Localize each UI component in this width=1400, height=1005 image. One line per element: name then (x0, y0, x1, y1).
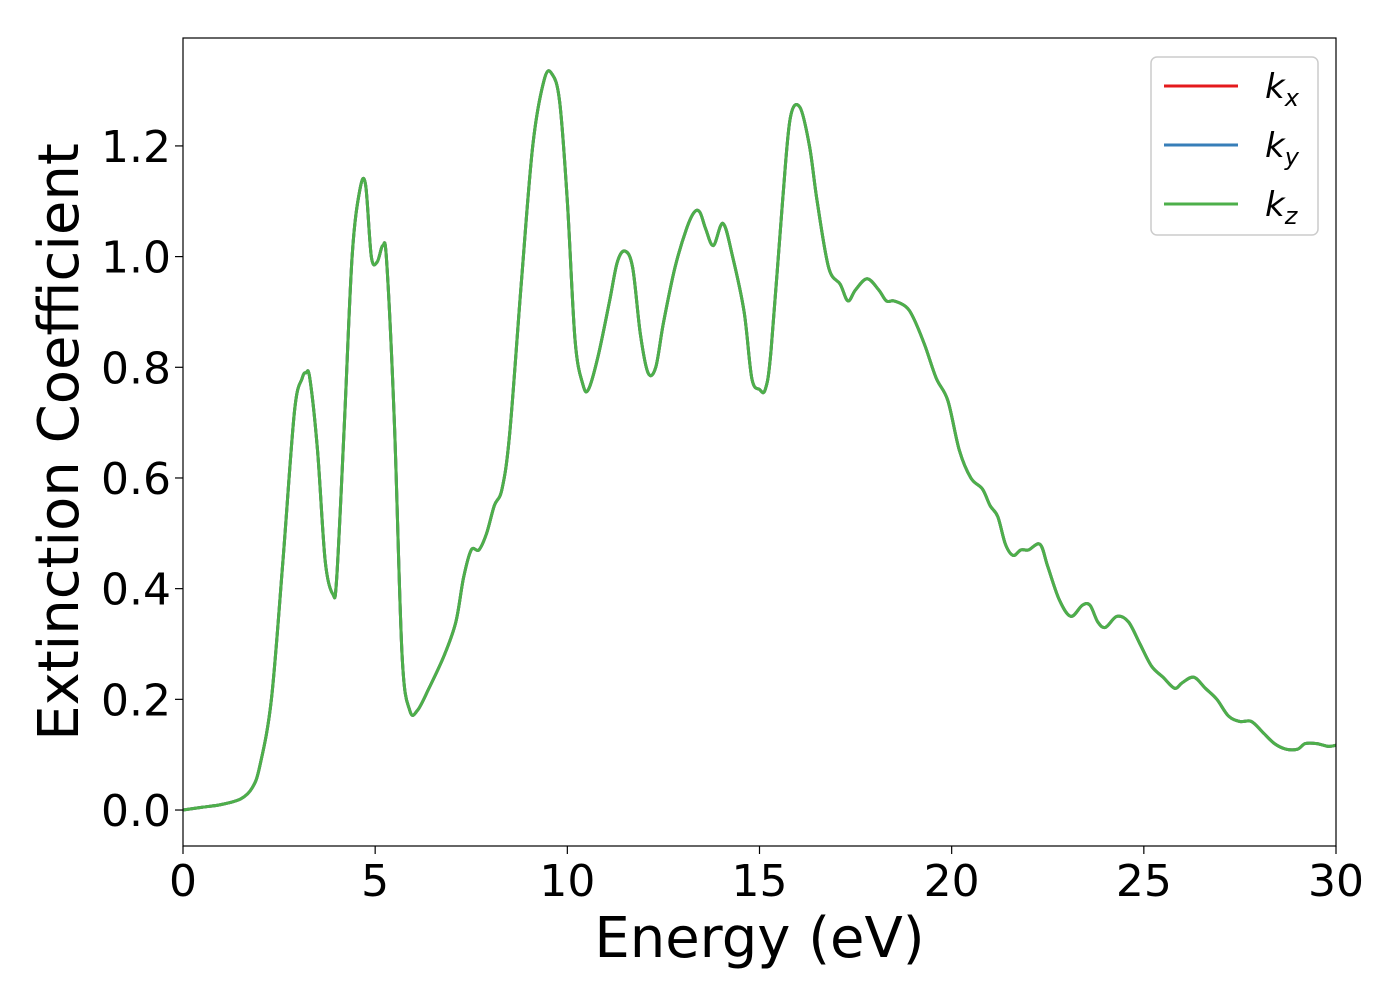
x-tick-label: 10 (539, 856, 595, 907)
legend-subscript-z: z (1284, 202, 1299, 230)
y-tick-label: 1.2 (101, 122, 171, 173)
x-tick-label: 0 (169, 856, 197, 907)
x-tick-label: 5 (361, 856, 389, 907)
x-tick-label: 20 (924, 856, 980, 907)
y-tick-label: 0.4 (101, 565, 171, 616)
series-line-z (183, 69, 1336, 812)
x-tick-label: 25 (1116, 856, 1172, 907)
x-tick-label: 30 (1308, 856, 1364, 907)
y-tick-label: 1.0 (101, 233, 171, 284)
y-tick-label: 0.2 (101, 675, 171, 726)
legend-subscript-x: x (1284, 84, 1300, 112)
x-tick-label: 15 (732, 856, 788, 907)
y-tick-label: 0.8 (101, 343, 171, 394)
x-axis-label: Energy (eV) (594, 906, 924, 971)
plot-area (183, 69, 1336, 812)
y-axis-label: Extinction Coefficient (27, 143, 92, 741)
y-tick-label: 0.0 (101, 786, 171, 837)
legend-subscript-y: y (1284, 143, 1300, 171)
axes: 0 5 10 15 20 25 30 0.0 0.2 0.4 0.6 0.8 1.0 1.2 (101, 37, 1364, 907)
y-tick-label: 0.6 (101, 454, 171, 505)
